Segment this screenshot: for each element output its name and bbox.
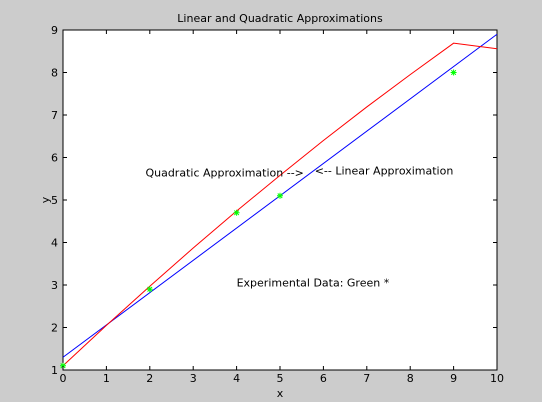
annotation-label: Experimental Data: Green * (237, 276, 390, 289)
x-tick-label: 5 (277, 372, 284, 385)
data-point-asterisk (277, 192, 283, 199)
x-tick-label: 6 (320, 372, 327, 385)
data-point-asterisk (146, 286, 153, 293)
x-tick-label: 2 (146, 372, 153, 385)
y-tick-label: 6 (51, 152, 58, 165)
y-tick-label: 7 (51, 109, 58, 122)
data-point-asterisk (233, 209, 240, 216)
annotation-label: Quadratic Approximation --> (145, 167, 303, 180)
annotation-label: <-- Linear Approximation (315, 165, 454, 178)
x-tick-label: 10 (490, 372, 504, 385)
series-layer (60, 33, 498, 369)
y-tick-label: 9 (51, 24, 58, 37)
x-tick-label: 1 (103, 372, 110, 385)
x-axis-label: x (277, 387, 284, 400)
y-tick-label: 5 (51, 194, 58, 207)
y-tick-label: 2 (51, 322, 58, 335)
y-tick-label: 3 (51, 279, 58, 292)
x-tick-label: 3 (190, 372, 197, 385)
y-tick-label: 8 (51, 67, 58, 80)
x-tick-label: 7 (363, 372, 370, 385)
x-tick-label: 0 (60, 372, 67, 385)
y-tick-label: 1 (51, 364, 58, 377)
chart-title: Linear and Quadratic Approximations (177, 12, 383, 25)
x-tick-label: 4 (233, 372, 240, 385)
y-tick-label: 4 (51, 237, 58, 250)
data-point-asterisk (60, 362, 66, 369)
quadratic-approximation-line (62, 42, 498, 367)
x-tick-label: 9 (450, 372, 457, 385)
x-tick-label: 8 (407, 372, 414, 385)
plot-area (62, 29, 498, 371)
annotation-layer: Quadratic Approximation --> <-- Linear Ap… (145, 165, 453, 290)
data-point-asterisk (450, 69, 457, 76)
y-axis-label: y (39, 196, 52, 203)
